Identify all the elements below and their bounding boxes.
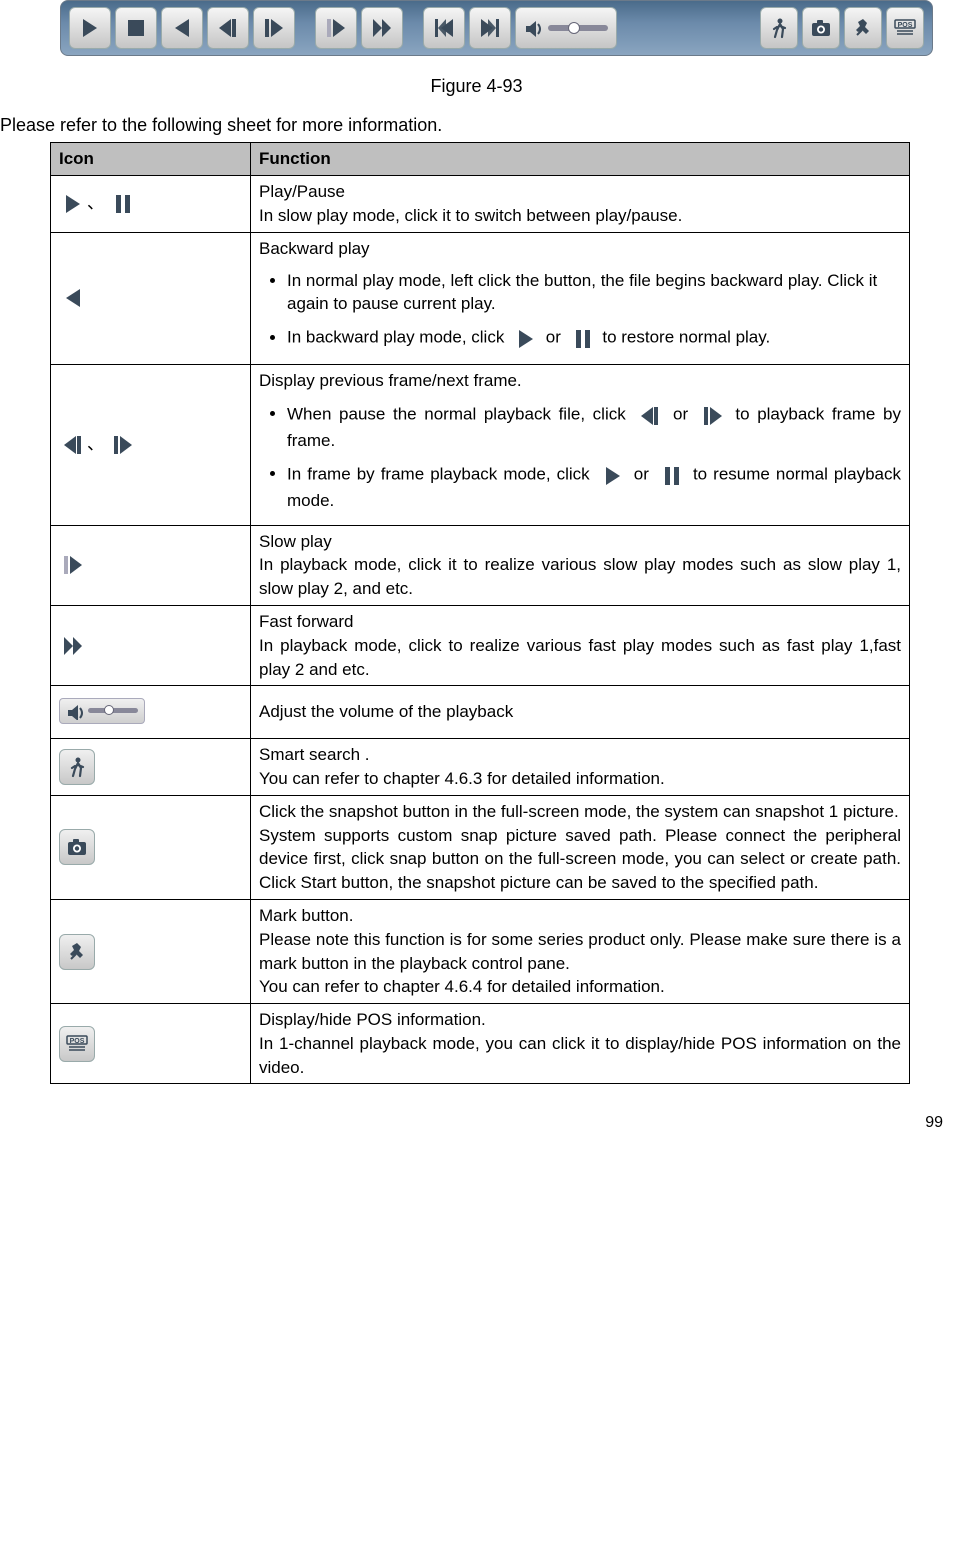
row-text: You can refer to chapter 4.6.4 for detai…: [259, 975, 901, 999]
frame-prev-icon: [635, 401, 663, 429]
snapshot-icon: [59, 829, 95, 865]
table-row: Backward play In normal play mode, left …: [51, 232, 910, 364]
row-title: Mark button.: [259, 904, 901, 928]
pos-icon: [59, 1026, 95, 1062]
figure-caption: Figure 4-93: [0, 74, 953, 99]
skip-back-button[interactable]: [423, 7, 465, 49]
header-function: Function: [251, 143, 910, 176]
frame-next-button[interactable]: [253, 7, 295, 49]
backward-icon: [59, 284, 87, 312]
header-icon: Icon: [51, 143, 251, 176]
playback-toolbar: [60, 0, 933, 56]
row-text: In playback mode, click it to realize va…: [259, 553, 901, 601]
row-bullet: In normal play mode, left click the butt…: [287, 269, 901, 317]
frame-next-icon: [698, 401, 726, 429]
row-text: You can refer to chapter 4.6.3 for detai…: [259, 767, 901, 791]
frame-prev-button[interactable]: [207, 7, 249, 49]
row-text: In 1-channel playback mode, you can clic…: [259, 1032, 901, 1080]
row-title: Backward play: [259, 237, 901, 261]
fast-forward-icon: [59, 632, 87, 660]
pause-icon: [657, 461, 685, 489]
row-title: Adjust the volume of the playback: [259, 690, 901, 734]
table-row: Smart search . You can refer to chapter …: [51, 739, 910, 796]
skip-forward-button[interactable]: [469, 7, 511, 49]
play-icon: [59, 190, 87, 218]
frame-next-icon: [109, 431, 137, 459]
row-text: Please note this function is for some se…: [259, 928, 901, 976]
play-icon: [511, 324, 539, 352]
volume-control[interactable]: [515, 7, 617, 49]
table-row: Fast forward In playback mode, click to …: [51, 605, 910, 685]
pos-button[interactable]: [886, 7, 924, 49]
row-title: Display previous frame/next frame.: [259, 369, 901, 393]
smart-search-button[interactable]: [760, 7, 798, 49]
frame-prev-icon: [59, 431, 87, 459]
row-bullet: In frame by frame playback mode, click o…: [287, 461, 901, 513]
table-row: Display/hide POS information. In 1-chann…: [51, 1004, 910, 1084]
row-title: Smart search .: [259, 743, 901, 767]
row-title: Display/hide POS information.: [259, 1008, 901, 1032]
row-text: In slow play mode, click it to switch be…: [259, 204, 901, 228]
row-title: Slow play: [259, 530, 901, 554]
smart-search-icon: [59, 749, 95, 785]
play-button[interactable]: [69, 7, 111, 49]
mark-button[interactable]: [844, 7, 882, 49]
table-row: Mark button. Please note this function i…: [51, 899, 910, 1003]
row-text: In playback mode, click to realize vario…: [259, 634, 901, 682]
function-table: Icon Function 、 Play/Pause In slow play …: [50, 142, 910, 1084]
row-text: System supports custom snap picture save…: [259, 824, 901, 895]
table-row: 、 Play/Pause In slow play mode, click it…: [51, 176, 910, 233]
play-icon: [598, 461, 626, 489]
table-row: Adjust the volume of the playback: [51, 686, 910, 739]
slow-play-button[interactable]: [315, 7, 357, 49]
table-row: Slow play In playback mode, click it to …: [51, 525, 910, 605]
table-row: 、 Display previous frame/next frame. Whe…: [51, 365, 910, 525]
pause-icon: [109, 190, 137, 218]
snapshot-button[interactable]: [802, 7, 840, 49]
row-bullet: In backward play mode, click or to resto…: [287, 324, 901, 352]
backward-button[interactable]: [161, 7, 203, 49]
speaker-icon: [66, 702, 84, 720]
page-number: 99: [925, 1112, 943, 1134]
row-title: Click the snapshot button in the full-sc…: [259, 800, 901, 824]
row-title: Fast forward: [259, 610, 901, 634]
lead-text: Please refer to the following sheet for …: [0, 113, 953, 138]
mark-icon: [59, 934, 95, 970]
row-bullet: When pause the normal playback file, cli…: [287, 401, 901, 453]
row-title: Play/Pause: [259, 180, 901, 204]
slow-play-icon: [59, 551, 87, 579]
fast-forward-button[interactable]: [361, 7, 403, 49]
stop-button[interactable]: [115, 7, 157, 49]
table-row: Click the snapshot button in the full-sc…: [51, 795, 910, 899]
pause-icon: [568, 324, 596, 352]
